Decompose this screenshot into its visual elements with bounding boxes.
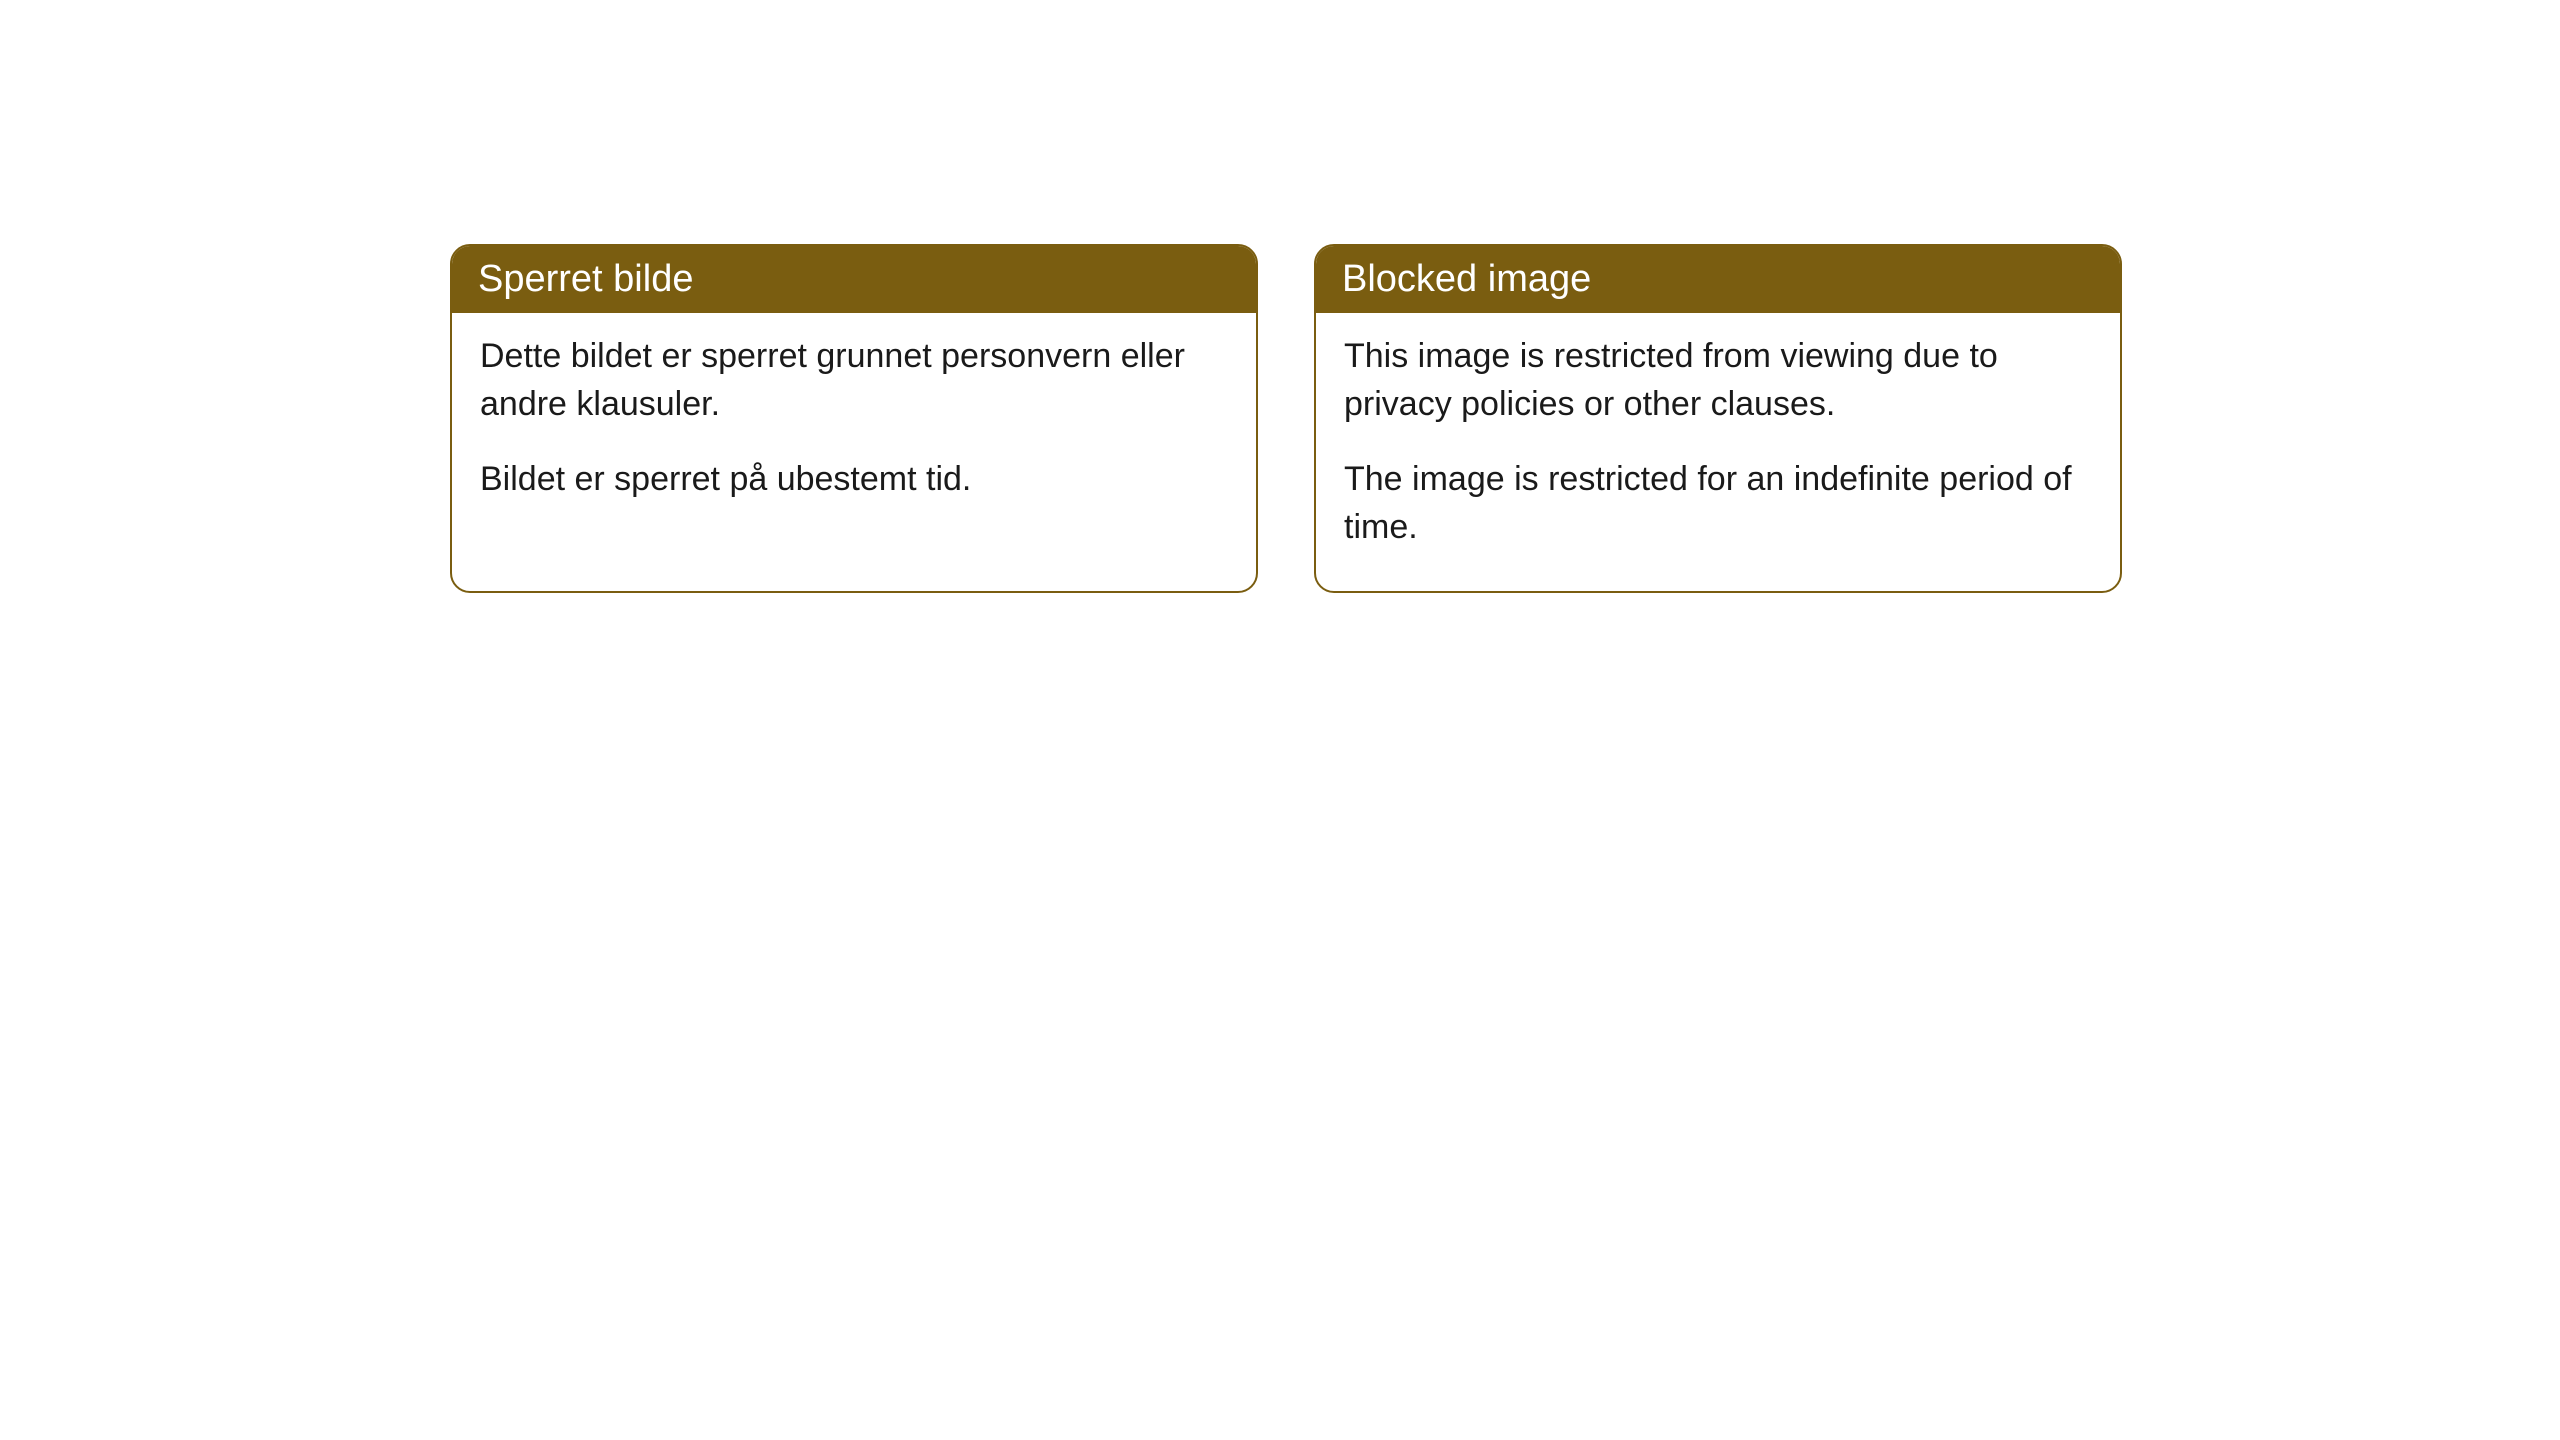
- notice-title: Blocked image: [1342, 258, 1591, 300]
- notice-card-english: Blocked image This image is restricted f…: [1314, 244, 2122, 593]
- notice-paragraph: The image is restricted for an indefinit…: [1344, 456, 2092, 551]
- notice-paragraph: This image is restricted from viewing du…: [1344, 333, 2092, 428]
- notice-paragraph: Bildet er sperret på ubestemt tid.: [480, 456, 1228, 504]
- notice-header-norwegian: Sperret bilde: [452, 246, 1256, 313]
- notice-body-norwegian: Dette bildet er sperret grunnet personve…: [452, 313, 1256, 544]
- notice-paragraph: Dette bildet er sperret grunnet personve…: [480, 333, 1228, 428]
- notice-card-norwegian: Sperret bilde Dette bildet er sperret gr…: [450, 244, 1258, 593]
- notice-cards-container: Sperret bilde Dette bildet er sperret gr…: [450, 244, 2122, 593]
- notice-title: Sperret bilde: [478, 258, 693, 300]
- notice-header-english: Blocked image: [1316, 246, 2120, 313]
- notice-body-english: This image is restricted from viewing du…: [1316, 313, 2120, 591]
